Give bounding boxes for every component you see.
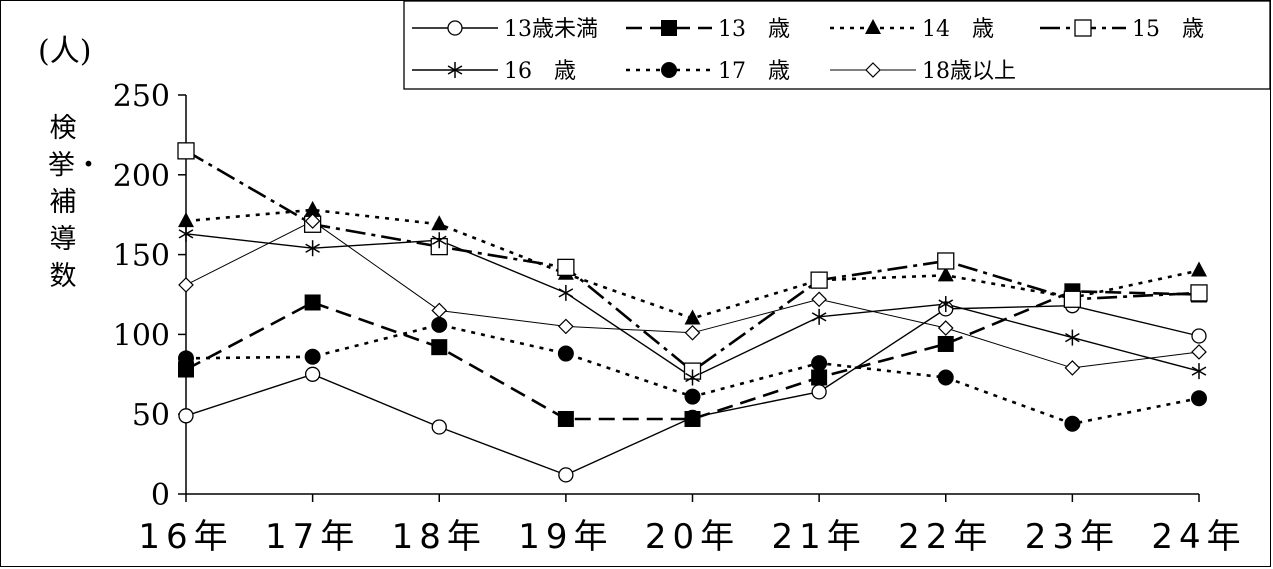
data-point-s6-8 — [1064, 415, 1081, 432]
legend-marker-5 — [447, 62, 463, 78]
legend-label-7: 18歳以上 — [922, 59, 1016, 84]
x-tick-label: 19年 — [518, 517, 613, 557]
x-tick-label: 22年 — [898, 517, 993, 557]
legend-label-1: 13歳未満 — [504, 17, 598, 42]
data-point-s6-6 — [811, 355, 828, 372]
legend-marker-1 — [447, 20, 463, 36]
y-tick-label: 100 — [113, 318, 170, 353]
legend-label-3: 14 歳 — [922, 17, 994, 42]
data-point-s6-3 — [431, 316, 448, 333]
x-tick-label: 16年 — [138, 517, 233, 557]
data-point-s7-5 — [684, 324, 701, 341]
x-tick-label: 20年 — [645, 517, 740, 557]
x-tick-label: 24年 — [1151, 517, 1246, 557]
data-point-s1-2 — [304, 366, 321, 382]
legend-marker-2 — [661, 20, 677, 36]
legend-marker-6 — [661, 62, 677, 78]
data-point-s4-9 — [1190, 284, 1208, 302]
data-point-s4-6 — [810, 271, 828, 289]
legend-label-5: 16 歳 — [504, 59, 576, 84]
data-point-s5-2 — [305, 240, 320, 257]
x-tick-label: 18年 — [392, 517, 487, 557]
data-point-s6-2 — [304, 348, 321, 365]
data-point-s6-7 — [937, 369, 954, 386]
data-point-s5-5 — [685, 369, 700, 386]
data-point-s2-3 — [431, 339, 448, 356]
data-point-s4-4 — [557, 258, 575, 277]
data-point-s7-9 — [1191, 344, 1207, 360]
data-point-s1-1 — [178, 408, 194, 424]
data-point-s6-5 — [684, 388, 701, 405]
y-tick-label: 250 — [113, 79, 170, 114]
y-unit-label: (人) — [38, 34, 92, 69]
data-point-s5-4 — [558, 284, 574, 301]
data-point-s6-4 — [557, 345, 574, 362]
x-tick-label: 21年 — [771, 517, 866, 557]
data-point-s3-7 — [937, 266, 954, 282]
data-point-s7-3 — [431, 302, 448, 319]
y-tick-label: 200 — [113, 159, 170, 194]
data-point-s5-9 — [1191, 363, 1207, 380]
data-point-s2-7 — [937, 335, 954, 352]
x-tick-label: 23年 — [1025, 517, 1120, 557]
data-point-s1-3 — [431, 419, 447, 435]
legend-label-4: 15 歳 — [1132, 17, 1204, 42]
legend-label-2: 13 歳 — [718, 17, 790, 42]
y-tick-label: 150 — [113, 239, 170, 274]
data-point-s7-7 — [937, 320, 954, 336]
data-point-s3-5 — [684, 309, 701, 325]
data-point-s4-8 — [1063, 290, 1082, 308]
data-point-s5-3 — [431, 232, 447, 249]
data-point-s3-2 — [304, 200, 321, 216]
data-point-s2-5 — [684, 410, 701, 427]
data-point-s1-6 — [811, 384, 827, 400]
data-point-s2-2 — [304, 294, 321, 311]
data-point-s5-6 — [811, 308, 827, 325]
data-point-s4-7 — [937, 252, 955, 270]
data-point-s3-9 — [1191, 261, 1207, 277]
legend-marker-7 — [865, 62, 881, 78]
data-point-s7-4 — [558, 318, 574, 335]
data-point-s2-1 — [178, 361, 194, 378]
data-point-s3-1 — [178, 212, 194, 228]
legend-marker-4 — [1074, 19, 1092, 37]
data-point-s7-1 — [178, 277, 194, 293]
data-point-s5-8 — [1065, 329, 1080, 346]
data-point-s4-1 — [177, 142, 195, 160]
data-point-s1-9 — [1191, 328, 1207, 344]
y-tick-label: 0 — [151, 478, 170, 513]
legend-label-6: 17 歳 — [718, 59, 790, 84]
data-point-s7-6 — [811, 291, 827, 308]
y-tick-label: 50 — [132, 398, 170, 433]
data-point-s6-9 — [1191, 390, 1207, 407]
data-point-s2-6 — [811, 369, 828, 386]
data-point-s6-1 — [178, 350, 194, 367]
legend-box — [403, 0, 1271, 90]
data-point-s7-8 — [1064, 360, 1081, 376]
series-line-7 — [185, 220, 1200, 369]
data-point-s5-7 — [938, 296, 954, 313]
data-point-s1-4 — [558, 467, 574, 483]
data-point-s7-2 — [304, 213, 321, 229]
x-tick-label: 17年 — [265, 517, 360, 557]
data-point-s2-4 — [557, 410, 574, 427]
legend-marker-3 — [865, 19, 881, 34]
data-point-s3-3 — [431, 215, 448, 231]
data-point-s5-1 — [178, 225, 194, 242]
